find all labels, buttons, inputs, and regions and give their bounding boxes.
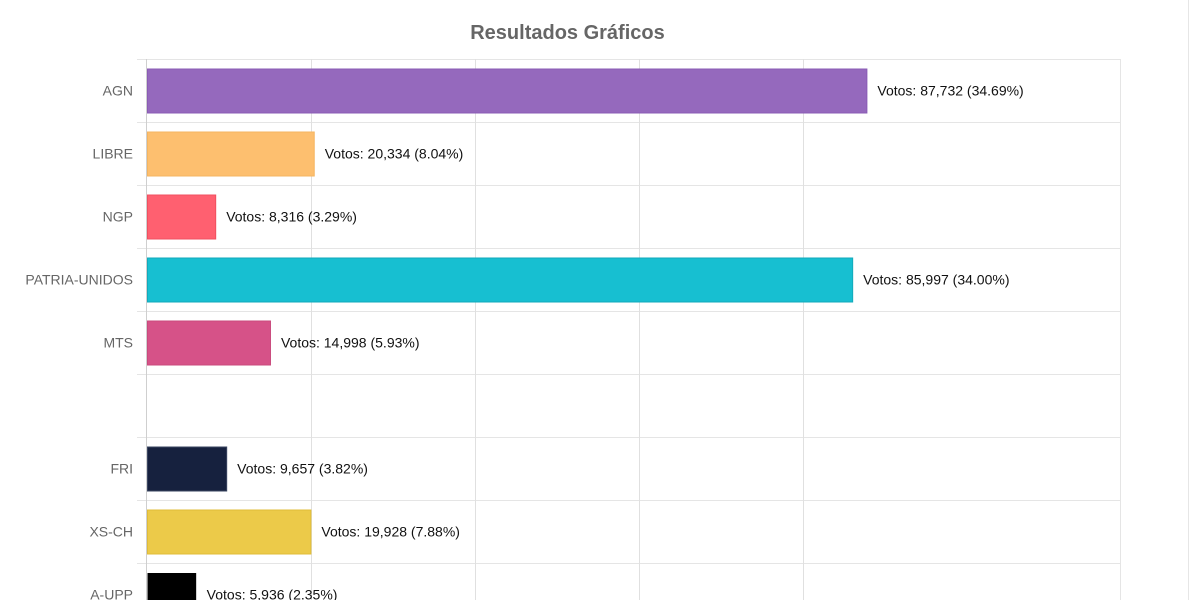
category-label: NGP <box>103 209 133 225</box>
category-label: LIBRE <box>93 146 133 162</box>
data-label: Votos: 9,657 (3.82%) <box>237 461 368 477</box>
bar-fri <box>147 446 228 492</box>
bar-agn <box>147 68 868 114</box>
bar-patria-unidos <box>147 257 854 303</box>
data-label: Votos: 14,998 (5.93%) <box>281 335 420 351</box>
category-label: XS-CH <box>89 524 133 540</box>
data-label: Votos: 85,997 (34.00%) <box>863 272 1009 288</box>
data-label: Votos: 19,928 (7.88%) <box>321 524 460 540</box>
category-label: FRI <box>110 461 133 477</box>
data-label: Votos: 5,936 (2.35%) <box>207 587 338 600</box>
data-label: Votos: 20,334 (8.04%) <box>325 146 464 162</box>
scrollbar-divider <box>1188 0 1189 600</box>
category-label: AGN <box>103 83 133 99</box>
bar-mts <box>147 320 271 366</box>
data-label: Votos: 8,316 (3.29%) <box>226 209 357 225</box>
category-label: MTS <box>103 335 133 351</box>
bar-libre <box>147 131 315 177</box>
bar-xs-ch <box>147 509 312 555</box>
bar-a-upp <box>147 573 197 600</box>
category-label: PATRIA-UNIDOS <box>25 272 133 288</box>
category-label: A-UPP <box>90 587 133 600</box>
bar-ngp <box>147 194 217 240</box>
data-label: Votos: 87,732 (34.69%) <box>877 83 1023 99</box>
chart-title: Resultados Gráficos <box>470 22 665 44</box>
